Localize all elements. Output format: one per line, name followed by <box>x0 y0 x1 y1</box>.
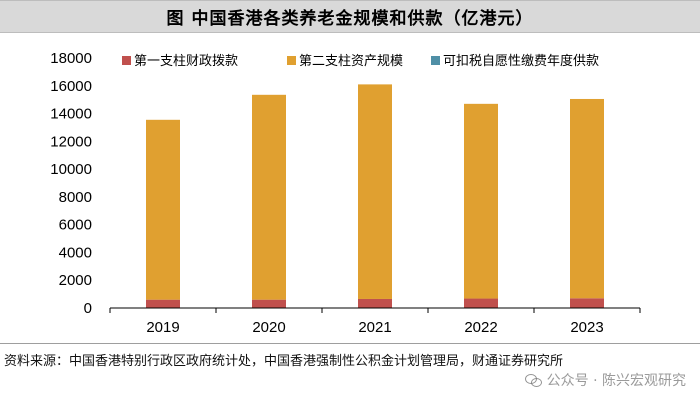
bar-segment-series-0-2019 <box>146 299 180 308</box>
y-axis: 0 2000 4000 6000 8000 10000 12000 14000 16000 180… <box>50 50 92 317</box>
wechat-icon <box>524 373 543 387</box>
footer-divider <box>0 343 700 344</box>
y-tick-label: 6000 <box>59 217 92 234</box>
watermark: 公众号 · 陈兴宏观研究 <box>524 370 686 390</box>
bar-segment-series-1-2022 <box>464 103 498 299</box>
legend-swatch <box>122 56 131 65</box>
bar-segment-series-1-2020 <box>252 94 286 300</box>
bar-segment-series-0-2021 <box>358 298 392 308</box>
y-tick-label: 8000 <box>59 189 92 206</box>
y-tick-label: 4000 <box>59 244 92 261</box>
legend: 第一支柱财政拨款 第二支柱资产规模 可扣税自愿性缴费年度供款 <box>122 53 599 69</box>
legend-swatch <box>287 56 296 65</box>
x-axis: 2019 2020 2021 2022 2023 <box>109 307 641 336</box>
y-tick-label: 0 <box>84 300 92 317</box>
y-tick-label: 14000 <box>50 106 92 123</box>
bar-segment-series-1-2021 <box>358 84 392 299</box>
bar-series-group <box>146 84 604 308</box>
bar-segment-series-0-2023 <box>570 298 604 308</box>
bar-segment-series-1-2019 <box>146 119 180 300</box>
watermark-text: 公众号 · 陈兴宏观研究 <box>546 373 686 389</box>
y-tick-label: 12000 <box>50 133 92 150</box>
x-tick-label: 2023 <box>570 319 603 336</box>
x-tick-label: 2021 <box>358 319 391 336</box>
legend-label: 第一支柱财政拨款 <box>134 54 238 69</box>
bar-segment-series-1-2023 <box>570 98 604 299</box>
source-note: 资料来源：中国香港特别行政区政府统计处，中国香港强制性公积金计划管理局，财通证券… <box>4 354 564 369</box>
legend-label: 可扣税自愿性缴费年度供款 <box>443 53 599 69</box>
x-tick-label: 2019 <box>146 319 179 336</box>
chart-title: 图 中国香港各类养老金规模和供款（亿港元） <box>0 0 700 33</box>
stacked-bar-chart: 0 2000 4000 6000 8000 10000 12000 14000 16000 180… <box>50 50 641 336</box>
x-tick-label: 2020 <box>252 319 285 336</box>
y-tick-label: 2000 <box>59 272 92 289</box>
y-tick-label: 18000 <box>50 50 92 67</box>
x-tick-label: 2022 <box>464 319 497 336</box>
bar-segment-series-0-2022 <box>464 298 498 308</box>
y-tick-label: 16000 <box>50 78 92 95</box>
bar-segment-series-0-2020 <box>252 299 286 308</box>
y-tick-label: 10000 <box>50 161 92 178</box>
legend-swatch <box>431 56 440 65</box>
legend-label: 第二支柱资产规模 <box>299 54 403 69</box>
